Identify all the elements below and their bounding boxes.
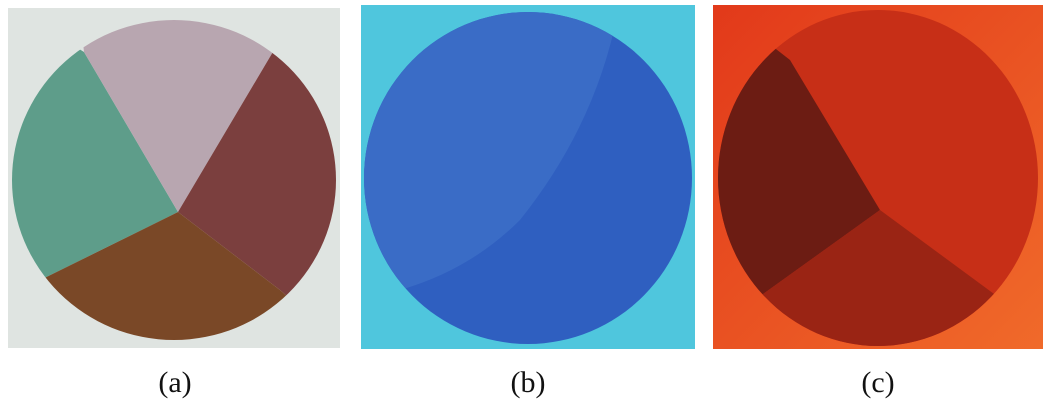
photos — [0, 0, 1048, 360]
photo-a — [0, 0, 360, 360]
caption: (b) — [468, 366, 588, 400]
figure: (a) (b) (c) — [0, 0, 1048, 409]
caption: (c) — [818, 366, 938, 400]
caption: (a) — [115, 366, 235, 400]
photo-b — [360, 0, 700, 360]
photo-c — [713, 0, 1043, 360]
